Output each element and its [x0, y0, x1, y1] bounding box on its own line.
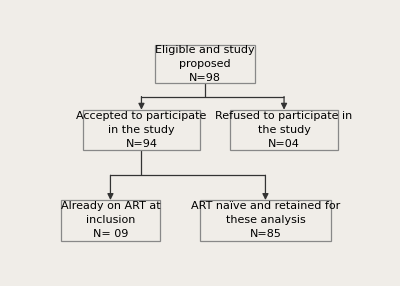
Bar	[155, 45, 254, 83]
Bar	[230, 110, 338, 150]
Bar	[200, 200, 330, 241]
Text: Eligible and study
proposed
N=98: Eligible and study proposed N=98	[155, 45, 255, 83]
Text: Already on ART at
inclusion
N= 09: Already on ART at inclusion N= 09	[61, 201, 160, 239]
Text: ART naïve and retained for
these analysis
N=85: ART naïve and retained for these analysi…	[191, 201, 340, 239]
Text: Accepted to participate
in the study
N=94: Accepted to participate in the study N=9…	[76, 111, 207, 149]
Bar	[82, 110, 200, 150]
Text: Refused to participate in
the study
N=04: Refused to participate in the study N=04	[216, 111, 353, 149]
Bar	[61, 200, 160, 241]
